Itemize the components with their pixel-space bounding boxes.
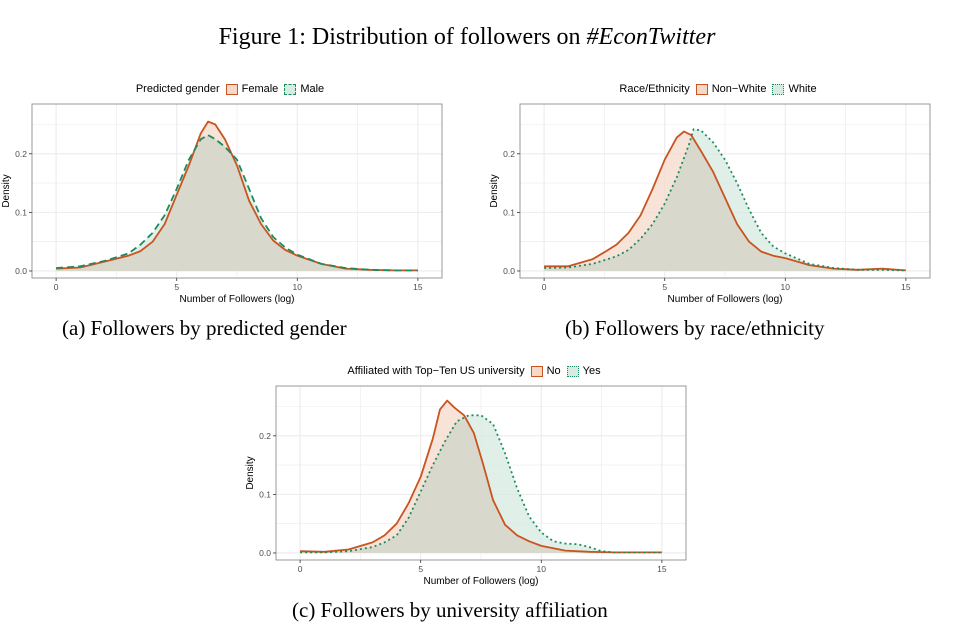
x-axis-label: Number of Followers (log) bbox=[179, 294, 294, 305]
density-overlap bbox=[544, 137, 906, 271]
legend-item: Yes bbox=[566, 365, 601, 377]
y-tick-label: 0.2 bbox=[259, 431, 271, 441]
legend-item: No bbox=[530, 365, 561, 377]
x-tick-label: 15 bbox=[413, 282, 423, 292]
density-line-white bbox=[544, 128, 906, 272]
legend-key bbox=[225, 83, 238, 95]
plot-border bbox=[31, 103, 443, 279]
y-tick-label: 0.0 bbox=[503, 266, 515, 276]
legend-label: White bbox=[788, 83, 817, 95]
y-axis-label: Density bbox=[245, 456, 256, 489]
figure-title-hashtag: #EconTwitter bbox=[586, 24, 716, 50]
density-plot: 0 5 10 15 0.0 0.1 0.2 Number of Followers (log)… bbox=[245, 385, 687, 587]
y-axis-label: Density bbox=[1, 174, 12, 207]
legend-item: Male bbox=[284, 83, 324, 95]
caption-a: (a) Followers by predicted gender bbox=[62, 316, 347, 340]
legend-key bbox=[695, 83, 708, 95]
legend-item: White bbox=[772, 83, 817, 95]
x-tick-label: 0 bbox=[298, 564, 303, 574]
panel-c: Affiliated with Top−Ten US university No… bbox=[244, 362, 704, 590]
x-axis-label: Number of Followers (log) bbox=[667, 294, 782, 305]
panel-a: Predicted gender Female Male 0 5 10 15 0.0 0.… bbox=[0, 80, 460, 308]
legend-title: Affiliated with Top−Ten US university bbox=[347, 365, 525, 377]
density-line-female bbox=[56, 120, 418, 272]
caption-b: (b) Followers by race/ethnicity bbox=[565, 316, 825, 340]
legend-title: Race/Ethnicity bbox=[619, 83, 690, 95]
legend-key bbox=[284, 83, 297, 95]
caption-c: (c) Followers by university affiliation bbox=[292, 598, 608, 622]
legend-label: No bbox=[546, 365, 561, 377]
x-tick-label: 15 bbox=[657, 564, 667, 574]
density-line-nonwhite bbox=[544, 130, 906, 272]
x-tick-label: 0 bbox=[542, 282, 547, 292]
x-tick-label: 10 bbox=[537, 564, 547, 574]
y-tick-label: 0.1 bbox=[259, 489, 271, 499]
legend: Affiliated with Top−Ten US university No… bbox=[244, 362, 704, 380]
legend-key bbox=[530, 365, 543, 377]
y-tick-label: 0.2 bbox=[503, 149, 515, 159]
x-axis-label: Number of Followers (log) bbox=[423, 576, 538, 587]
figure-title: Figure 1: Distribution of followers on #… bbox=[0, 24, 934, 51]
x-tick-label: 5 bbox=[174, 282, 179, 292]
legend-item: Female bbox=[225, 83, 279, 95]
y-tick-label: 0.1 bbox=[15, 207, 27, 217]
panel-b: Race/Ethnicity Non−White White 0 5 10 15 0.0… bbox=[488, 80, 948, 308]
legend-label: Yes bbox=[582, 365, 601, 377]
x-tick-label: 15 bbox=[901, 282, 911, 292]
y-tick-label: 0.2 bbox=[15, 149, 27, 159]
legend-key bbox=[772, 83, 785, 95]
density-overlap bbox=[300, 417, 662, 553]
legend-key bbox=[566, 365, 579, 377]
x-tick-label: 10 bbox=[293, 282, 303, 292]
y-tick-label: 0.0 bbox=[15, 266, 27, 276]
density-plot: 0 5 10 15 0.0 0.1 0.2 Number of Followers (log)… bbox=[1, 103, 443, 305]
density-overlap bbox=[56, 135, 418, 271]
legend-label: Non−White bbox=[711, 83, 767, 95]
legend-label: Male bbox=[300, 83, 325, 95]
x-tick-label: 0 bbox=[54, 282, 59, 292]
legend-item: Non−White bbox=[695, 83, 767, 95]
legend: Predicted gender Female Male bbox=[0, 80, 460, 98]
legend-label: Female bbox=[241, 83, 279, 95]
x-tick-label: 5 bbox=[662, 282, 667, 292]
density-line-yes bbox=[300, 414, 662, 554]
x-tick-label: 10 bbox=[781, 282, 791, 292]
plot-border bbox=[275, 385, 687, 561]
density-line-no bbox=[300, 399, 662, 554]
figure-title-text: Figure 1: Distribution of followers on bbox=[218, 24, 587, 50]
plot-border bbox=[519, 103, 931, 279]
y-tick-label: 0.1 bbox=[503, 207, 515, 217]
legend-title: Predicted gender bbox=[135, 83, 220, 95]
x-tick-label: 5 bbox=[418, 564, 423, 574]
y-tick-label: 0.0 bbox=[259, 548, 271, 558]
y-axis-label: Density bbox=[489, 174, 500, 207]
density-line-male bbox=[56, 134, 418, 272]
legend: Race/Ethnicity Non−White White bbox=[488, 80, 948, 98]
density-plot: 0 5 10 15 0.0 0.1 0.2 Number of Followers (log)… bbox=[489, 103, 931, 305]
